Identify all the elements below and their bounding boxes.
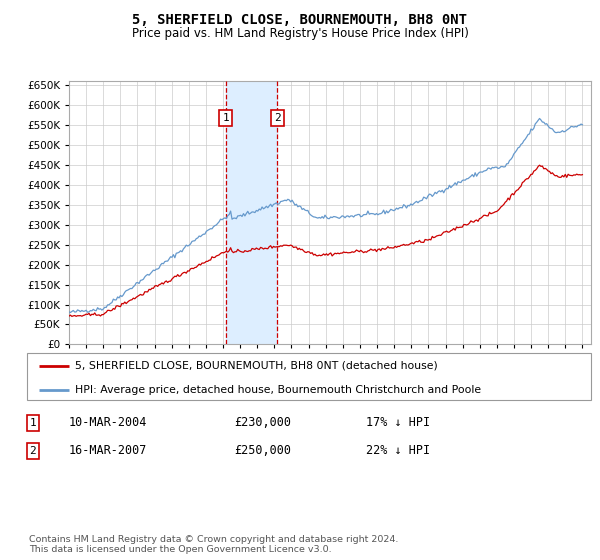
Text: HPI: Average price, detached house, Bournemouth Christchurch and Poole: HPI: Average price, detached house, Bour… (75, 385, 481, 395)
FancyBboxPatch shape (27, 353, 591, 400)
Text: 10-MAR-2004: 10-MAR-2004 (69, 416, 148, 430)
Text: £250,000: £250,000 (234, 444, 291, 458)
Text: 1: 1 (29, 418, 37, 428)
Text: 2: 2 (274, 113, 281, 123)
Text: £230,000: £230,000 (234, 416, 291, 430)
Text: 5, SHERFIELD CLOSE, BOURNEMOUTH, BH8 0NT: 5, SHERFIELD CLOSE, BOURNEMOUTH, BH8 0NT (133, 13, 467, 27)
Text: Price paid vs. HM Land Registry's House Price Index (HPI): Price paid vs. HM Land Registry's House … (131, 27, 469, 40)
Text: Contains HM Land Registry data © Crown copyright and database right 2024.
This d: Contains HM Land Registry data © Crown c… (29, 535, 398, 554)
Text: 2: 2 (29, 446, 37, 456)
Bar (226, 81, 277, 344)
Text: 16-MAR-2007: 16-MAR-2007 (69, 444, 148, 458)
Text: 17% ↓ HPI: 17% ↓ HPI (366, 416, 430, 430)
Text: 1: 1 (223, 113, 229, 123)
Text: 5, SHERFIELD CLOSE, BOURNEMOUTH, BH8 0NT (detached house): 5, SHERFIELD CLOSE, BOURNEMOUTH, BH8 0NT… (75, 361, 437, 371)
Text: 22% ↓ HPI: 22% ↓ HPI (366, 444, 430, 458)
